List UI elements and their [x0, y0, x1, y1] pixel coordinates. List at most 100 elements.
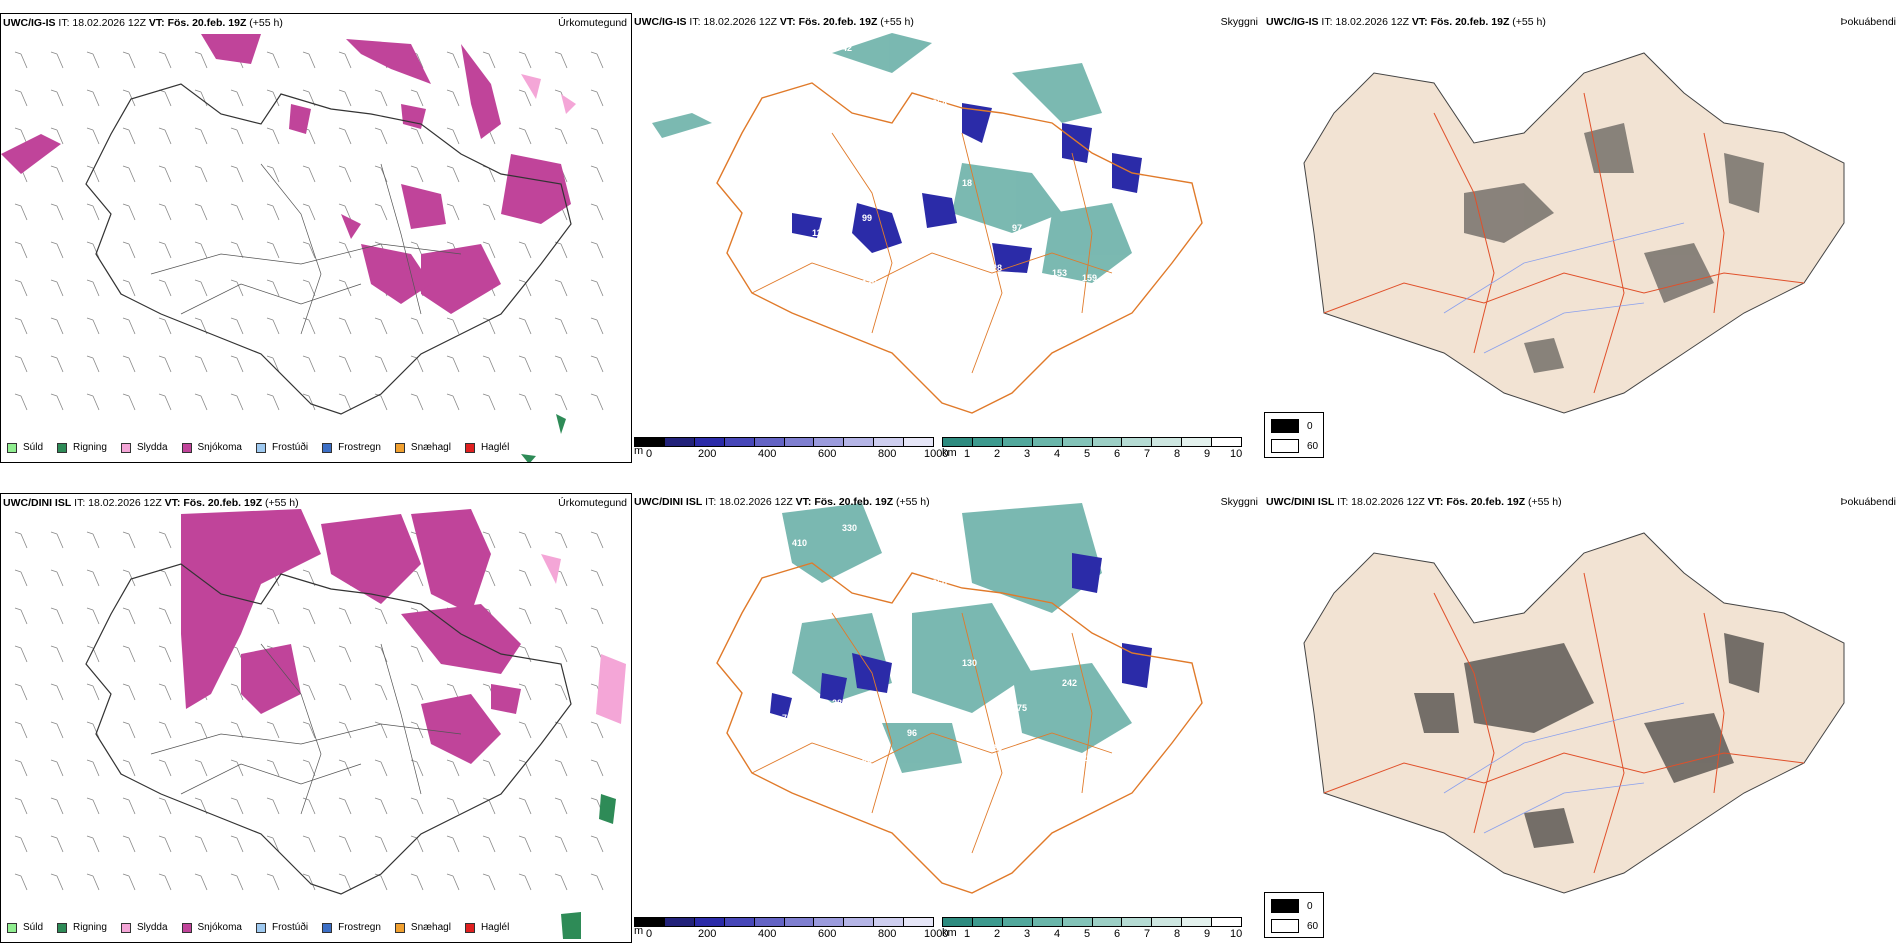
wind-barb: [554, 759, 568, 777]
legend-item-haglel: Haglél: [464, 922, 509, 933]
cloud-base-value: 99: [862, 213, 873, 223]
wind-barb: [86, 355, 100, 373]
wind-barb: [590, 203, 604, 221]
wind-barb: [86, 759, 100, 777]
wind-barb: [554, 393, 568, 411]
wind-barb: [374, 607, 388, 625]
wind-barb: [446, 835, 460, 853]
fog-map-top: [1303, 52, 1845, 414]
wind-barb: [14, 317, 28, 335]
wind-barb: [230, 317, 244, 335]
wind-barb: [14, 797, 28, 815]
wind-barb: [518, 241, 532, 259]
wind-barb: [158, 51, 172, 69]
swatch: [57, 442, 68, 453]
wind-barb: [518, 51, 532, 69]
cloud-base-value: 78: [862, 758, 873, 768]
precip-panel-bottom: UWC/DINI ISL IT: 18.02.2026 12Z VT: Fös.…: [0, 493, 632, 943]
wind-barb: [590, 721, 604, 739]
wind-barb: [158, 645, 172, 663]
wind-barb: [14, 569, 28, 587]
wind-barb: [122, 51, 136, 69]
swatch: [181, 442, 192, 453]
legend-item-sudd: Súld: [7, 922, 43, 933]
wind-barb: [554, 645, 568, 663]
wind-barb: [86, 165, 100, 183]
fog-scale-top: 0 60: [1264, 412, 1324, 458]
wind-barb: [410, 645, 424, 663]
wind-barb: [338, 759, 352, 777]
wind-barb: [158, 89, 172, 107]
cloud-base-ticks-bottom: 0 200 400 600 800 1000: [646, 928, 949, 940]
wind-barb: [554, 241, 568, 259]
swatch: [120, 442, 131, 453]
wind-barb: [338, 607, 352, 625]
wind-barb: [446, 797, 460, 815]
wind-barb: [158, 797, 172, 815]
wind-barb: [86, 645, 100, 663]
cloud-base-value: 32: [752, 43, 763, 53]
wind-barb: [86, 241, 100, 259]
cloud-base-value: 242: [1062, 678, 1078, 688]
wind-barb: [446, 355, 460, 373]
wind-barb: [338, 797, 352, 815]
wind-barb: [122, 241, 136, 259]
cloud-base-value: 24: [1082, 753, 1093, 763]
wind-barb: [158, 279, 172, 297]
wind-barb: [86, 721, 100, 739]
wind-barb: [374, 127, 388, 145]
wind-barb: [86, 835, 100, 853]
swatch: [7, 442, 17, 453]
wind-barb: [338, 241, 352, 259]
wind-barb: [50, 645, 64, 663]
wind-barb: [122, 835, 136, 853]
wind-barb: [302, 203, 316, 221]
wind-barb: [518, 279, 532, 297]
legend-item-slydda: Slydda: [120, 922, 168, 933]
wind-barb: [410, 797, 424, 815]
wind-barb: [302, 317, 316, 335]
wind-barb: [266, 89, 280, 107]
wind-barb: [158, 721, 172, 739]
wind-barb: [590, 759, 604, 777]
wind-barb: [230, 165, 244, 183]
wind-barb: [518, 355, 532, 373]
wind-barb: [50, 279, 64, 297]
wind-barb: [158, 165, 172, 183]
cloud-base-value: 11: [1122, 588, 1132, 598]
wind-barb: [590, 393, 604, 411]
wind-barb: [122, 721, 136, 739]
wind-barb: [302, 683, 316, 701]
wind-barb: [14, 873, 28, 891]
wind-barb: [266, 127, 280, 145]
fog-swatch-0: [1271, 419, 1299, 433]
cloud-base-value: 330: [842, 523, 858, 533]
wind-barb: [374, 721, 388, 739]
cloud-base-value: 126: [987, 743, 1003, 753]
wind-barb: [338, 645, 352, 663]
wind-barb: [374, 355, 388, 373]
cloud-base-value: 153: [1052, 268, 1068, 278]
wind-barb: [86, 683, 100, 701]
wind-barb: [158, 317, 172, 335]
wind-barb: [590, 127, 604, 145]
wind-barb: [266, 873, 280, 891]
precip-map-top: [1, 34, 604, 462]
wind-barb: [14, 393, 28, 411]
wind-barb: [14, 89, 28, 107]
wind-barb: [338, 721, 352, 739]
cloud-base-value: 410: [792, 538, 808, 548]
wind-barb: [338, 317, 352, 335]
wind-barb: [158, 127, 172, 145]
wind-barb: [194, 721, 208, 739]
wind-barb: [122, 759, 136, 777]
wind-barb: [374, 797, 388, 815]
wind-barb: [374, 89, 388, 107]
wind-barb: [230, 203, 244, 221]
cloud-base-value: 364: [932, 98, 948, 108]
fog-map-bottom: [1303, 532, 1845, 894]
cloud-base-value: 71: [847, 253, 858, 263]
wind-barb: [14, 645, 28, 663]
wind-barb: [518, 873, 532, 891]
wind-barb: [86, 127, 100, 145]
